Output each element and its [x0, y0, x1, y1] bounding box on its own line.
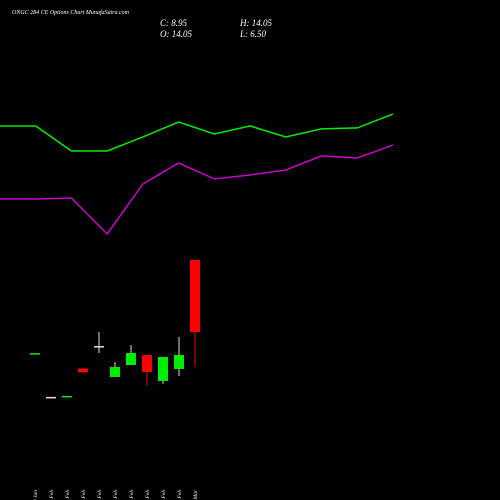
candle-body [110, 366, 120, 378]
x-tick-label: 19 Feb [81, 490, 87, 500]
x-tick-label: 24 Feb [128, 490, 135, 500]
open-info: O: 14.05 [160, 29, 192, 39]
high-info: H: 14.05 [239, 18, 272, 28]
low-info: L: 6.50 [239, 29, 267, 39]
x-tick-label: 26 Feb [161, 490, 167, 500]
x-tick-label: 13 Feb [49, 490, 55, 500]
line-series [0, 144, 394, 236]
x-tick-label: 02 Mar [193, 489, 199, 500]
candle-body [190, 259, 200, 332]
chart-title: ONGC 284 CE Options Chart MunafaSutra.co… [12, 9, 130, 16]
candle-body [62, 395, 72, 398]
x-tick-label: 21 Feb [113, 490, 119, 500]
candle-body [78, 368, 88, 373]
x-tick-label: 27 Feb [177, 490, 183, 500]
candle-body [46, 396, 56, 399]
x-tick-label: 29 Jan [33, 490, 39, 500]
x-tick-label: 20 Feb [97, 490, 103, 500]
candle-body [94, 346, 104, 348]
candle-body [126, 353, 136, 366]
line-series [0, 113, 394, 152]
candle-body [142, 354, 152, 372]
candle-body [158, 356, 168, 381]
x-tick-label: 17 Feb [65, 490, 71, 500]
x-tick-label: 25 Feb [145, 490, 151, 500]
candle-body [30, 353, 40, 355]
close-info: C: 8.95 [160, 18, 188, 28]
candle-body [174, 354, 184, 369]
